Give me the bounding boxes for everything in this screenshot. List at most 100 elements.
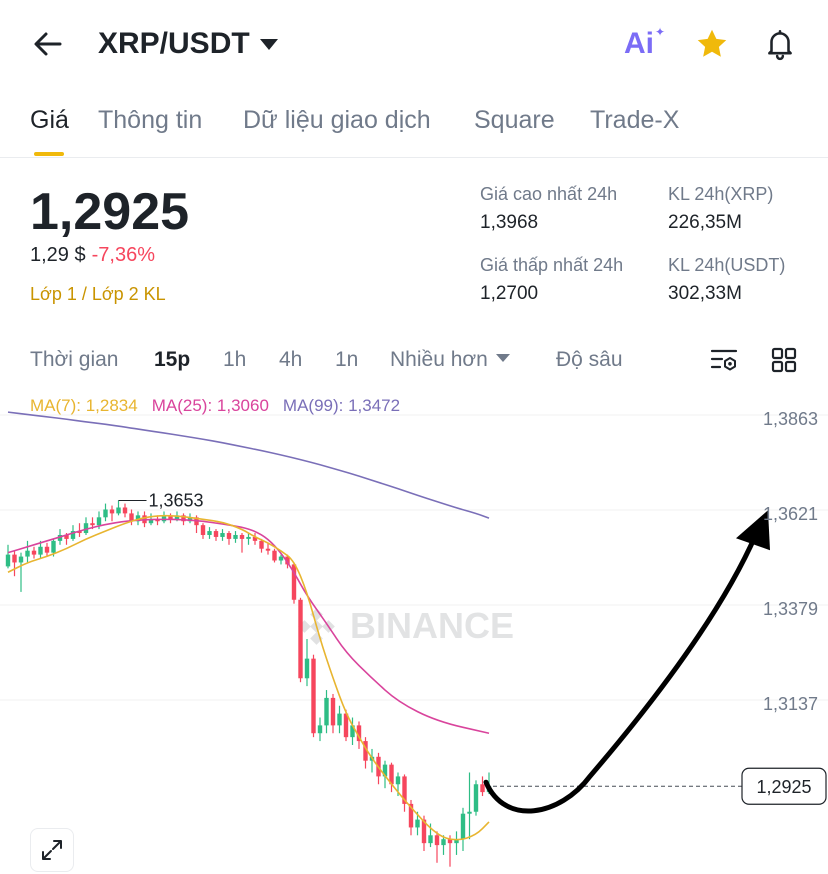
candle (252, 533, 258, 545)
candle (480, 776, 485, 797)
candle (220, 529, 225, 541)
candle-body (350, 725, 355, 738)
candle (291, 562, 297, 604)
notification-button[interactable] (760, 22, 800, 66)
candle (298, 597, 303, 683)
candle (363, 737, 368, 769)
candle-body (402, 776, 407, 804)
candle (278, 554, 284, 565)
last-price-box: 1,2925 (741, 767, 827, 805)
candle (473, 780, 479, 816)
candle-body (174, 515, 180, 520)
y-axis-tick-label: 1,3379 (763, 599, 818, 619)
candle-body (90, 523, 95, 526)
candle-body (389, 764, 394, 785)
candle (441, 835, 446, 855)
candle (135, 511, 141, 526)
low-24h-value: 1,2700 (480, 283, 539, 304)
more-intervals-dropdown[interactable]: Nhiều hơn (390, 348, 510, 372)
price-change-line: 1,29 $ -7,36% (30, 244, 155, 267)
pair-title: XRP/USDT (98, 27, 250, 60)
candle-body (259, 540, 264, 549)
interval-1n[interactable]: 1n (335, 348, 359, 371)
layout-button[interactable] (766, 342, 802, 378)
category-tags[interactable]: Lớp 1 / Lớp 2 KL (30, 284, 166, 304)
tab-price[interactable]: Giá (30, 106, 69, 134)
candle-body (272, 550, 277, 561)
sparkle-icon: ✦ (655, 25, 666, 39)
interval-4h[interactable]: 4h (279, 348, 303, 371)
indicator-settings-button[interactable] (706, 342, 742, 378)
ma25-label: MA(25): 1,3060 (151, 396, 269, 415)
candle (402, 774, 407, 812)
candle (187, 513, 193, 524)
interval-1h[interactable]: 1h (223, 348, 247, 371)
candle-body (285, 556, 290, 565)
candle-body (233, 534, 238, 539)
candle (18, 552, 24, 592)
candle (330, 693, 336, 734)
candle (83, 517, 89, 535)
candle-body (64, 534, 69, 539)
tab-trade-x[interactable]: Trade-X (590, 106, 680, 134)
watermark-text: BINANCE (350, 605, 514, 646)
candle-body (155, 519, 160, 522)
candle (460, 807, 466, 851)
low-24h-label: Giá thấp nhất 24h (480, 255, 624, 275)
bell-icon (768, 29, 792, 61)
arrow-left-icon (34, 32, 62, 56)
favorite-button[interactable] (692, 22, 732, 66)
chart-settings-icon (710, 349, 738, 371)
candle (408, 799, 414, 836)
candlestick-chart[interactable]: MA(7): 1,2834 MA(25): 1,3060 MA(99): 1,347… (0, 388, 828, 874)
ai-button[interactable]: Ai ✦ (624, 24, 665, 64)
tab-square[interactable]: Square (474, 106, 555, 134)
candle-body (454, 839, 459, 844)
last-price-label: 1,2925 (756, 777, 811, 797)
candle (259, 538, 264, 553)
candle (454, 831, 459, 855)
candle (103, 503, 108, 522)
candle (356, 721, 362, 749)
candle-body (428, 835, 433, 844)
candle-body (298, 599, 303, 679)
depth-tab[interactable]: Độ sâu (556, 348, 623, 371)
candle (207, 527, 212, 539)
candle (168, 513, 173, 524)
candle-body (278, 556, 284, 561)
interval-15p[interactable]: 15p (154, 348, 191, 371)
tab-info[interactable]: Thông tin (98, 106, 203, 134)
pair-selector[interactable]: XRP/USDT (98, 24, 278, 64)
fiat-price: 1,29 $ (30, 244, 86, 266)
candle-body (207, 531, 212, 535)
time-button[interactable]: Thời gian (30, 348, 119, 371)
candle-body (25, 550, 30, 557)
candle-body (415, 819, 420, 828)
candle-body (408, 803, 414, 828)
max-price-label: 1,3653 (149, 490, 204, 510)
back-button[interactable] (28, 24, 68, 64)
more-label: Nhiều hơn (390, 348, 488, 371)
candle (25, 540, 30, 563)
candle-body (57, 534, 63, 541)
tab-trading-data[interactable]: Dữ liệu giao dịch (243, 106, 431, 134)
candle-body (239, 534, 245, 539)
candle-body (447, 839, 453, 844)
candle (389, 762, 394, 793)
candle-body (70, 531, 76, 539)
candle-body (330, 697, 336, 726)
candle-body (291, 564, 297, 600)
fullscreen-button[interactable] (30, 828, 74, 872)
candle-body (103, 509, 108, 518)
volume-base-label: KL 24h(XRP) (668, 184, 774, 204)
candle-body (135, 515, 141, 522)
candle-body (473, 784, 479, 812)
candle-body (12, 554, 17, 563)
candle (272, 548, 277, 563)
candle (434, 831, 440, 863)
candle-body (343, 713, 349, 738)
candle-body (304, 658, 310, 679)
candle (12, 550, 17, 577)
candle (447, 835, 453, 867)
ma99-label: MA(99): 1,3472 (282, 396, 401, 415)
